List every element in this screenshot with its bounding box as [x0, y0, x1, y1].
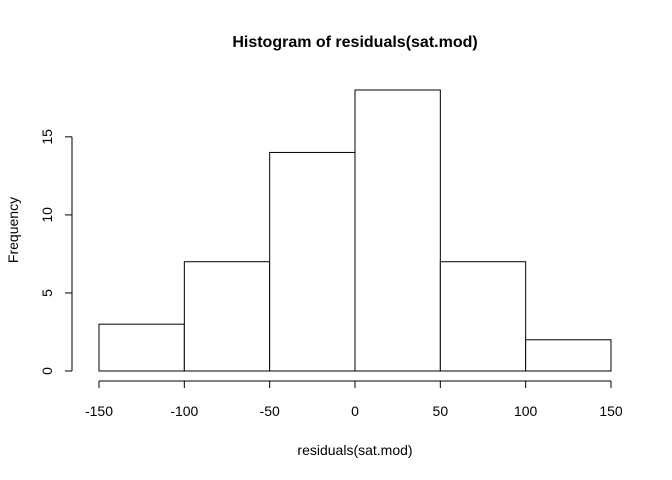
- y-axis: 0 5 10 15: [39, 129, 73, 375]
- x-axis: -150 -100 -50 0 50 100 150: [85, 380, 623, 419]
- y-tick-label-3: 15: [39, 129, 55, 145]
- x-tick-label-3: 0: [351, 403, 359, 419]
- x-tick-label-2: -50: [260, 403, 280, 419]
- histogram-bar-3: [354, 89, 441, 372]
- histogram-bar-0: [98, 323, 185, 372]
- histogram-bar-4: [439, 261, 527, 372]
- x-tick-label-6: 150: [599, 403, 623, 419]
- histogram-bar-1: [183, 261, 271, 372]
- y-axis-label: Frequency: [5, 197, 21, 263]
- bars-group: [98, 89, 612, 372]
- chart-title: Histogram of residuals(sat.mod): [232, 34, 477, 51]
- x-axis-label: residuals(sat.mod): [297, 442, 412, 458]
- histogram-bar-2: [269, 151, 356, 372]
- x-tick-label-5: 100: [514, 403, 538, 419]
- y-tick-label-1: 5: [39, 289, 55, 297]
- x-tick-label-4: 50: [433, 403, 449, 419]
- y-tick-label-0: 0: [39, 367, 55, 375]
- x-tick-label-1: -100: [170, 403, 198, 419]
- y-tick-label-2: 10: [39, 207, 55, 223]
- histogram-bar-5: [525, 339, 612, 372]
- x-tick-label-0: -150: [85, 403, 113, 419]
